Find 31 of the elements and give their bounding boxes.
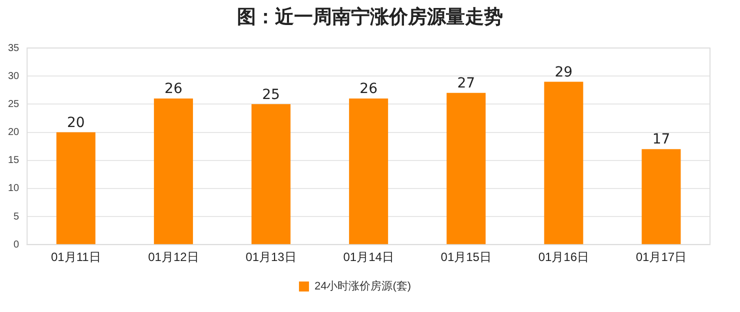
x-tick-label: 01月15日 xyxy=(440,250,492,264)
y-tick-label: 5 xyxy=(14,211,20,222)
x-tick-label: 01月17日 xyxy=(636,250,687,264)
bar xyxy=(642,149,681,244)
data-label: 25 xyxy=(262,86,280,103)
bar xyxy=(544,82,584,244)
data-label: 29 xyxy=(554,64,573,80)
chart-title: 图：近一周南宁涨价房源量走势 xyxy=(236,5,504,30)
y-tick-label: 15 xyxy=(8,155,20,166)
x-tick-label: 01月14日 xyxy=(343,250,394,264)
y-tick-label: 35 xyxy=(8,42,20,54)
bar xyxy=(349,98,388,244)
legend-label: 24小时涨价房源(套) xyxy=(314,280,412,293)
x-tick-label: 01月11日 xyxy=(50,250,101,264)
data-label: 26 xyxy=(360,81,378,98)
bar xyxy=(251,104,291,244)
y-tick-label: 30 xyxy=(8,70,20,82)
bar xyxy=(56,132,96,244)
y-tick-label: 0 xyxy=(14,239,20,250)
data-label: 27 xyxy=(457,76,476,92)
y-tick-label: 20 xyxy=(8,127,20,138)
x-tick-label: 01月16日 xyxy=(538,250,590,264)
y-tick-label: 10 xyxy=(8,183,20,194)
bar xyxy=(446,92,486,244)
bar xyxy=(154,98,193,244)
y-tick-label: 25 xyxy=(8,98,20,110)
data-label: 20 xyxy=(66,114,85,131)
x-tick-label: 01月12日 xyxy=(148,250,199,264)
x-tick-label: 01月13日 xyxy=(246,250,296,264)
data-label: 17 xyxy=(652,132,670,148)
data-label: 26 xyxy=(164,81,182,98)
